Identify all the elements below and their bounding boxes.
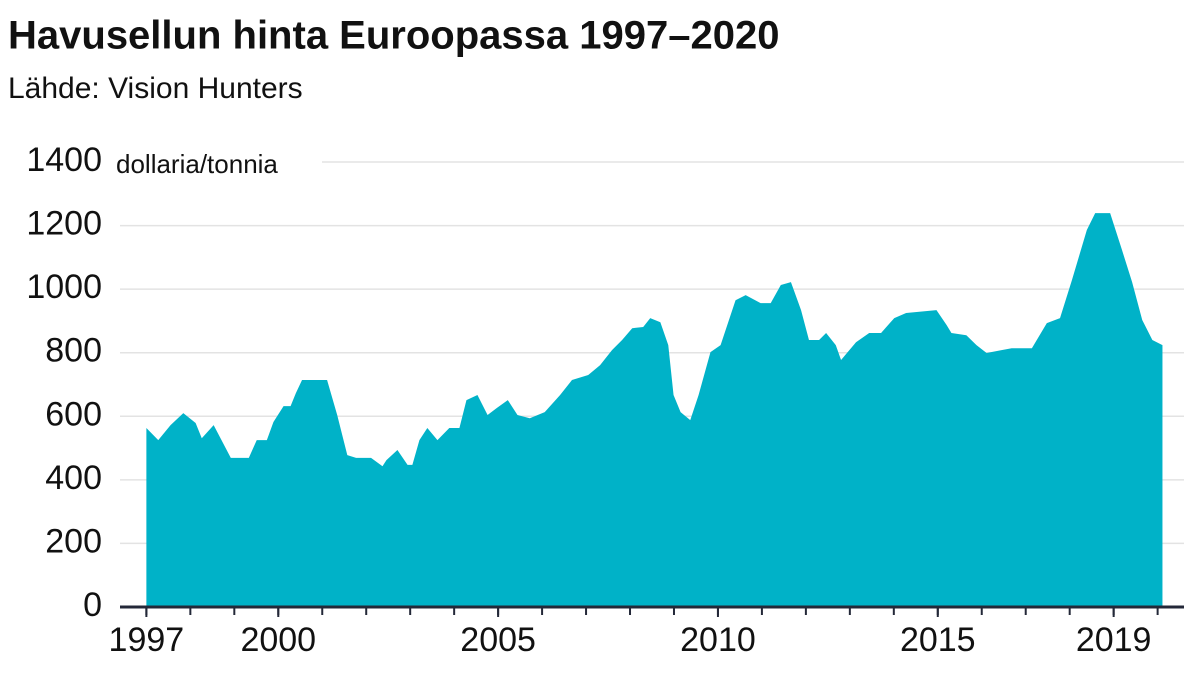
- x-tick-label: 2010: [680, 621, 756, 659]
- y-tick-label: 200: [45, 522, 102, 560]
- area: [146, 213, 1163, 608]
- x-tick-label: 2000: [240, 621, 316, 659]
- x-tick-label: 1997: [109, 621, 185, 659]
- y-tick-label: 0: [83, 586, 102, 624]
- y-tick-label: 1000: [26, 268, 102, 306]
- chart-title: Havusellun hinta Euroopassa 1997–2020: [8, 14, 779, 58]
- y-tick-label: 600: [45, 395, 102, 433]
- y-tick-label: 1200: [26, 205, 102, 243]
- x-tick-label: 2019: [1076, 621, 1152, 659]
- chart-subtitle: Lähde: Vision Hunters: [8, 72, 303, 105]
- x-tick-label: 2005: [460, 621, 536, 659]
- y-tick-label: 800: [45, 332, 102, 370]
- y-tick-label: 1400: [26, 141, 102, 179]
- y-tick-label: 400: [45, 459, 102, 497]
- y-unit-label: dollaria/tonnia: [116, 149, 278, 179]
- x-tick-label: 2015: [900, 621, 976, 659]
